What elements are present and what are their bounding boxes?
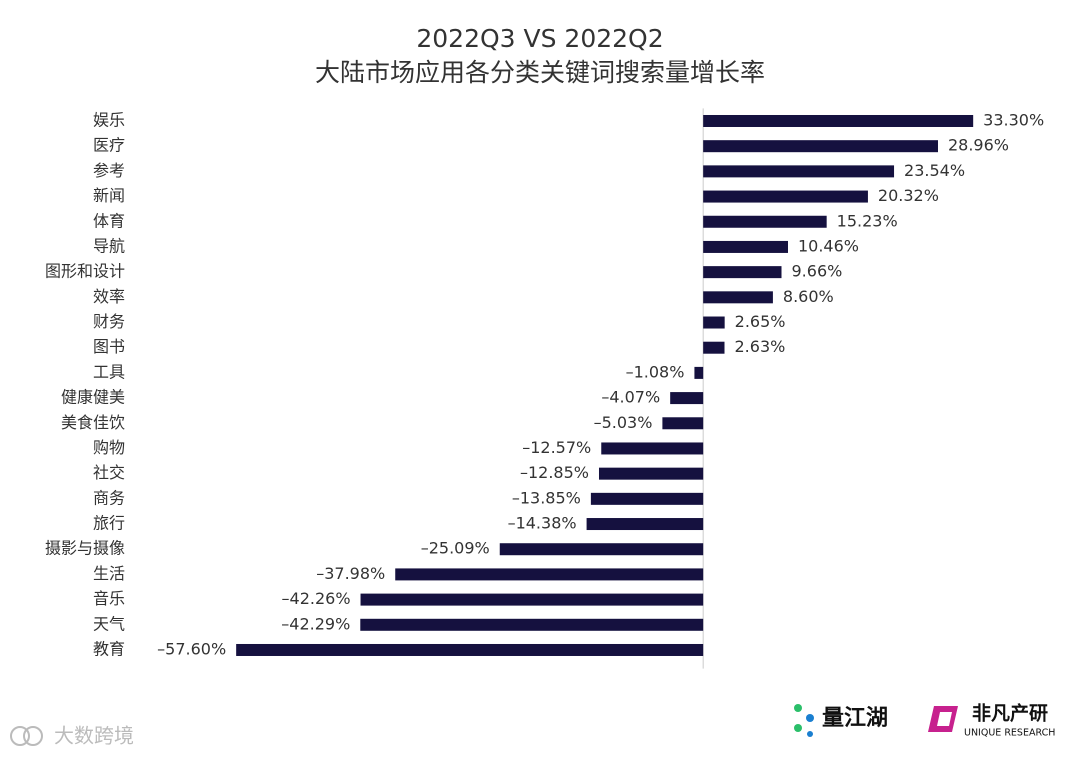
- bar: [590, 492, 704, 505]
- bar: [703, 215, 827, 228]
- value-label: 33.30%: [983, 110, 1044, 129]
- bar: [236, 643, 704, 656]
- logo-icon: [928, 706, 958, 732]
- value-label: 10.46%: [798, 236, 859, 255]
- value-label: –12.57%: [522, 438, 591, 457]
- category-label: 教育: [93, 639, 125, 658]
- bar: [703, 190, 868, 203]
- logo-text: 非凡产研: [972, 702, 1048, 725]
- bar: [703, 240, 788, 253]
- value-label: 15.23%: [837, 211, 898, 230]
- watermark-text: 大数跨境: [54, 724, 134, 748]
- category-label: 摄影与摄像: [45, 539, 125, 558]
- bar: [598, 467, 704, 480]
- value-label: –42.26%: [282, 589, 351, 608]
- bar: [703, 341, 725, 354]
- category-label: 音乐: [93, 589, 125, 608]
- chart-subtitle: 大陆市场应用各分类关键词搜索量增长率: [315, 58, 765, 87]
- value-label: 2.63%: [735, 337, 786, 356]
- value-label: –13.85%: [512, 488, 581, 507]
- bar: [499, 543, 704, 556]
- category-label: 医疗: [93, 136, 125, 155]
- watermark-icon: [10, 726, 30, 746]
- logo-left: 量江湖: [794, 704, 888, 737]
- bar: [703, 316, 725, 329]
- bar: [703, 114, 974, 127]
- value-label: 9.66%: [792, 262, 843, 281]
- value-label: –42.29%: [281, 614, 350, 633]
- category-label: 财务: [93, 312, 125, 331]
- category-label: 体育: [93, 211, 125, 230]
- value-label: 2.65%: [735, 312, 786, 331]
- category-label: 新闻: [93, 186, 125, 205]
- category-label: 健康健美: [61, 388, 125, 407]
- logo-right: 非凡产研 UNIQUE RESEARCH: [928, 702, 1055, 739]
- logo-dot: [806, 714, 814, 722]
- category-label: 工具: [93, 362, 125, 381]
- bar: [694, 366, 704, 379]
- logo-dot: [794, 704, 802, 712]
- category-label: 美食佳饮: [61, 413, 125, 432]
- value-label: –57.60%: [157, 639, 226, 658]
- category-label: 天气: [93, 614, 125, 633]
- value-label: –25.09%: [421, 539, 490, 558]
- bar: [703, 291, 773, 304]
- category-label: 娱乐: [93, 110, 125, 129]
- bar: [601, 442, 704, 455]
- category-label: 购物: [93, 438, 125, 457]
- category-label: 参考: [93, 161, 125, 180]
- bar: [703, 140, 938, 153]
- logo-subtext: UNIQUE RESEARCH: [964, 728, 1055, 739]
- logo-dot: [807, 731, 813, 737]
- category-label: 图形和设计: [45, 262, 125, 281]
- category-label: 社交: [93, 463, 125, 482]
- category-label: 旅行: [93, 514, 125, 533]
- value-label: 8.60%: [783, 287, 834, 306]
- chart-title: 2022Q3 VS 2022Q2: [416, 24, 663, 53]
- category-label: 商务: [93, 488, 125, 507]
- bar: [662, 417, 704, 430]
- bar: [360, 593, 704, 606]
- value-label: –1.08%: [626, 362, 685, 381]
- bar: [703, 165, 895, 178]
- category-label: 效率: [93, 287, 125, 306]
- logo-dot: [794, 724, 802, 732]
- watermark-icon: [23, 726, 43, 746]
- value-label: 20.32%: [878, 186, 939, 205]
- value-label: 23.54%: [904, 161, 965, 180]
- bar: [586, 518, 704, 531]
- value-label: 28.96%: [948, 136, 1009, 155]
- watermark: 大数跨境: [10, 724, 134, 748]
- category-label: 图书: [93, 337, 125, 356]
- value-label: –14.38%: [508, 514, 577, 533]
- bar: [360, 618, 704, 631]
- category-label: 导航: [93, 236, 125, 255]
- category-label: 生活: [93, 564, 125, 583]
- logo-text: 量江湖: [822, 706, 888, 731]
- bar: [395, 568, 704, 581]
- value-label: –37.98%: [316, 564, 385, 583]
- bar: [703, 266, 782, 279]
- value-label: –12.85%: [520, 463, 589, 482]
- bar: [670, 392, 704, 405]
- value-label: –4.07%: [601, 388, 660, 407]
- value-label: –5.03%: [594, 413, 653, 432]
